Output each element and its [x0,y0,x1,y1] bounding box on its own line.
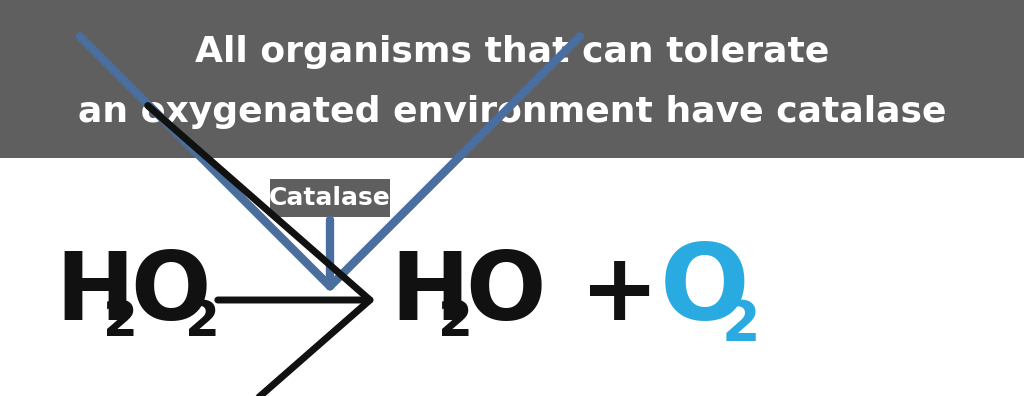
Text: 2: 2 [438,298,473,346]
Text: 2: 2 [103,298,138,346]
Text: O: O [660,240,750,342]
Text: 2: 2 [185,298,220,346]
Text: O: O [130,248,210,340]
Text: 2: 2 [722,298,761,352]
Text: an oxygenated environment have catalase: an oxygenated environment have catalase [78,95,946,129]
Text: H: H [390,248,469,340]
Text: Catalase: Catalase [269,186,391,210]
Text: H: H [55,248,134,340]
Text: All organisms that can tolerate: All organisms that can tolerate [195,35,829,69]
Bar [0,0,1024,158]
Text: +: + [580,248,659,340]
Bar [270,179,390,217]
Text: O: O [465,248,546,340]
